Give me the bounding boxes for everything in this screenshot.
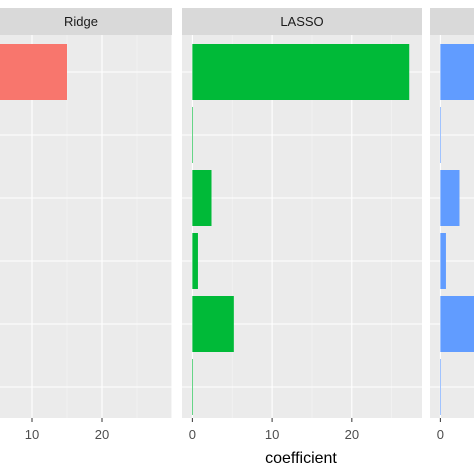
facet-panels: Ridge 10 20 LASSO 0 10 20 0 bbox=[0, 8, 474, 442]
facet-strip-label: LASSO bbox=[280, 14, 323, 29]
bar-v6 bbox=[440, 359, 441, 415]
bar-v1 bbox=[0, 44, 67, 100]
panel-ridge: Ridge 10 20 bbox=[0, 8, 173, 442]
facet-strip bbox=[430, 8, 474, 35]
x-axis-title: coefficient bbox=[265, 450, 337, 467]
bar-v3 bbox=[440, 170, 460, 226]
bar-v4 bbox=[440, 233, 446, 289]
bar-v3 bbox=[192, 170, 212, 226]
bar-v1 bbox=[440, 44, 474, 100]
bar-v6 bbox=[192, 359, 193, 415]
bar-v2 bbox=[440, 107, 441, 163]
bar-v5 bbox=[440, 296, 474, 352]
facet-strip bbox=[0, 8, 172, 35]
x-tick-label: 10 bbox=[265, 427, 279, 442]
bar-v5 bbox=[192, 296, 234, 352]
panel-third: 0 bbox=[430, 8, 474, 442]
x-tick-label: 10 bbox=[25, 427, 39, 442]
x-tick-label: 20 bbox=[345, 427, 359, 442]
facet-strip bbox=[182, 8, 422, 35]
bar-v4 bbox=[192, 233, 198, 289]
bar-v2 bbox=[192, 107, 193, 163]
bar-v1 bbox=[192, 44, 410, 100]
x-tick-label: 20 bbox=[95, 427, 109, 442]
panel-lasso: LASSO 0 10 20 bbox=[182, 8, 422, 442]
x-tick-label: 0 bbox=[189, 427, 196, 442]
x-tick-label: 0 bbox=[437, 427, 444, 442]
facet-strip-label: Ridge bbox=[64, 14, 98, 29]
